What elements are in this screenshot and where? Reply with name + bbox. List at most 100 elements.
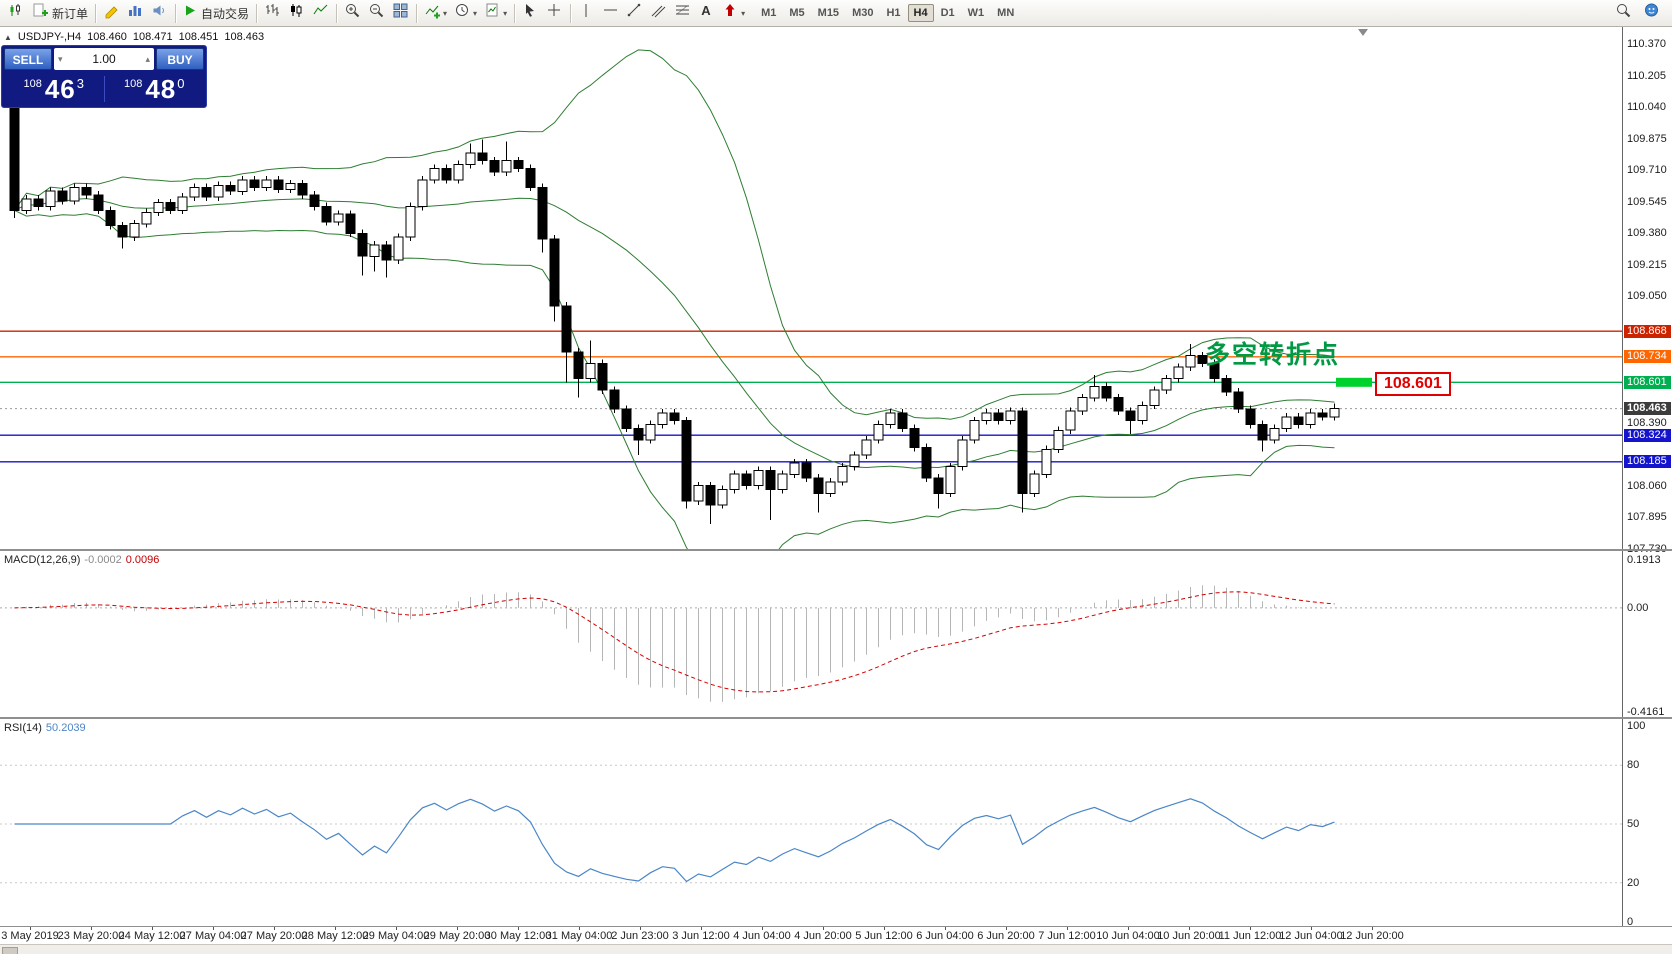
trendline-tool-button[interactable] bbox=[623, 2, 646, 24]
trendline-icon bbox=[626, 2, 643, 24]
time-label: 5 Jun 12:00 bbox=[855, 930, 913, 942]
crosshair-button[interactable] bbox=[543, 2, 566, 24]
time-label: 4 Jun 04:00 bbox=[733, 930, 791, 942]
buy-price-display[interactable]: 108 48 0 bbox=[105, 74, 205, 104]
rsi-line bbox=[14, 798, 1335, 883]
text-tool-button[interactable]: A bbox=[695, 2, 718, 24]
time-tick bbox=[823, 927, 824, 930]
price-flag-marker[interactable] bbox=[1336, 377, 1372, 387]
macd-main-value: -0.0002 bbox=[84, 554, 122, 566]
time-tick bbox=[640, 927, 641, 930]
time-label: 4 Jun 20:00 bbox=[794, 930, 852, 942]
time-tick bbox=[1067, 927, 1068, 930]
new-chart-button[interactable] bbox=[5, 2, 28, 24]
market-watch-button[interactable] bbox=[124, 2, 147, 24]
community-button[interactable] bbox=[1640, 2, 1663, 24]
timeframe-button-W1[interactable]: W1 bbox=[967, 7, 985, 19]
alerts-button[interactable] bbox=[148, 2, 171, 24]
time-tick bbox=[1372, 927, 1373, 930]
zoom-in-button[interactable] bbox=[341, 2, 364, 24]
price-tick-label: 110.370 bbox=[1627, 38, 1666, 51]
rsi-scale-label: 80 bbox=[1627, 759, 1640, 772]
hline-price-badge: 108.734 bbox=[1624, 350, 1671, 364]
metaeditor-button[interactable] bbox=[100, 2, 123, 24]
volume-decrease-button[interactable]: ▾ bbox=[58, 53, 63, 64]
candlestick-chart-icon bbox=[288, 2, 305, 24]
main-price-chart[interactable] bbox=[0, 27, 1622, 549]
chart-shift-marker[interactable] bbox=[1358, 29, 1368, 36]
macd-label: MACD(12,26,9) -0.0002 0.0096 bbox=[4, 554, 160, 566]
buy-button[interactable]: BUY bbox=[156, 48, 204, 70]
vertical-line-tool-button[interactable] bbox=[575, 2, 598, 24]
time-tick bbox=[457, 927, 458, 930]
timeframe-button-M15[interactable]: M15 bbox=[817, 7, 840, 19]
bar-chart-button[interactable] bbox=[261, 2, 284, 24]
toolbar-separator bbox=[175, 3, 177, 23]
toolbar-separator bbox=[336, 3, 338, 23]
indicators-button[interactable]: ▾ bbox=[421, 2, 450, 24]
time-label: 11 Jun 12:00 bbox=[1218, 930, 1282, 942]
time-label: 12 Jun 04:00 bbox=[1279, 930, 1343, 942]
candlestick-chart-button[interactable] bbox=[285, 2, 308, 24]
time-axis[interactable]: 3 May 2019 23 May 20:00 24 May 12:00 27 May… bbox=[0, 927, 1672, 944]
new-order-button[interactable]: 新订单 bbox=[29, 2, 91, 24]
zoom-out-button[interactable] bbox=[365, 2, 388, 24]
time-tick bbox=[1189, 927, 1190, 930]
scroll-corner-box[interactable] bbox=[2, 947, 18, 954]
volume-increase-button[interactable]: ▴ bbox=[145, 53, 150, 64]
timeframe-button-D1[interactable]: D1 bbox=[940, 7, 955, 19]
panel-divider[interactable] bbox=[0, 717, 1672, 719]
timeframe-button-MN[interactable]: MN bbox=[997, 7, 1015, 19]
macd-panel[interactable] bbox=[0, 551, 1622, 717]
volume-field[interactable]: ▾ 1.00 ▴ bbox=[54, 48, 154, 70]
tile-windows-button[interactable] bbox=[389, 2, 412, 24]
line-chart-button[interactable] bbox=[309, 2, 332, 24]
timeframe-button-M5[interactable]: M5 bbox=[789, 7, 805, 19]
price-axis[interactable]: 110.370 110.205 110.040 109.875 109.710 109.5… bbox=[1622, 27, 1672, 928]
time-tick bbox=[1250, 927, 1251, 930]
bar-chart-icon bbox=[264, 2, 281, 24]
sell-price-pips: 46 bbox=[44, 73, 76, 104]
autotrading-play-icon bbox=[183, 3, 198, 23]
ohlc-low: 108.451 bbox=[178, 31, 219, 43]
time-label: 27 May 04:00 bbox=[179, 930, 247, 942]
symbol-name: USDJPY-,H4 bbox=[17, 31, 82, 43]
dropdown-caret: ▾ bbox=[741, 8, 746, 18]
time-tick bbox=[762, 927, 763, 930]
timeframe-group: M1 M5 M15 M30 H1 H4 D1 W1 MN bbox=[755, 4, 1020, 22]
periods-button[interactable]: ▾ bbox=[451, 2, 480, 24]
search-button[interactable] bbox=[1612, 2, 1635, 24]
channel-tool-button[interactable] bbox=[647, 2, 670, 24]
timeframe-button-M30[interactable]: M30 bbox=[852, 7, 874, 19]
toolbar-separator bbox=[570, 3, 572, 23]
time-tick bbox=[579, 927, 580, 930]
price-flag-label[interactable]: 108.601 bbox=[1375, 372, 1451, 396]
time-label: 12 Jun 20:00 bbox=[1340, 930, 1404, 942]
one-click-toggle-icon[interactable]: ▲ bbox=[4, 32, 12, 42]
sell-price-display[interactable]: 108 46 3 bbox=[4, 74, 104, 104]
time-tick bbox=[1311, 927, 1312, 930]
time-tick bbox=[518, 927, 519, 930]
horiz-line-icon bbox=[602, 2, 619, 24]
timeframe-button-H1[interactable]: H1 bbox=[886, 7, 901, 19]
timeframe-button-H4[interactable]: H4 bbox=[907, 4, 934, 22]
rsi-panel[interactable] bbox=[0, 719, 1622, 926]
sell-button[interactable]: SELL bbox=[4, 48, 52, 70]
time-label: 28 May 12:00 bbox=[301, 930, 369, 942]
templates-button[interactable]: ▾ bbox=[481, 2, 510, 24]
cursor-button[interactable] bbox=[519, 2, 542, 24]
horizontal-line-tool-button[interactable] bbox=[599, 2, 622, 24]
fibonacci-tool-button[interactable] bbox=[671, 2, 694, 24]
arrow-icon bbox=[722, 2, 739, 24]
arrows-tool-button[interactable]: ▾ bbox=[719, 2, 748, 24]
bollinger-middle-band bbox=[14, 197, 1335, 469]
time-label: 3 Jun 12:00 bbox=[672, 930, 730, 942]
rsi-scale-label: 50 bbox=[1627, 818, 1640, 830]
autotrading-button[interactable]: 自动交易 bbox=[180, 2, 252, 24]
hline-price-badge: 108.601 bbox=[1624, 375, 1671, 389]
sell-price-point: 3 bbox=[76, 75, 84, 91]
time-axis-border bbox=[0, 926, 1672, 927]
timeframe-button-M1[interactable]: M1 bbox=[761, 7, 777, 19]
panel-divider[interactable] bbox=[0, 549, 1672, 551]
chart-annotation-text[interactable]: 多空转折点 bbox=[1205, 341, 1341, 369]
